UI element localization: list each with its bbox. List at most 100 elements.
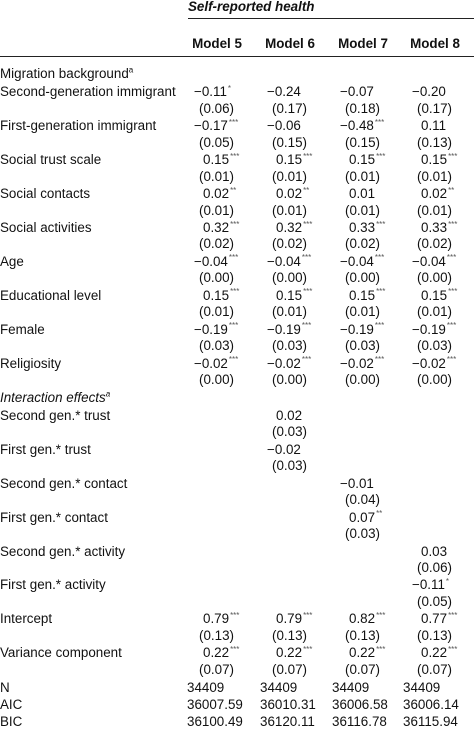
table-row: Educational level 0.15*** 0.15*** 0.15*** 0.… xyxy=(0,287,474,304)
stats-row: BIC 36100.49 36120.11 36116.78 36115.94 xyxy=(0,713,474,730)
significance-stars: *** xyxy=(446,253,457,263)
standard-error-cell: (0.01) xyxy=(345,304,380,320)
estimate-value: 0.02 xyxy=(203,186,230,202)
model-6-header: Model 6 xyxy=(265,36,315,51)
estimate-cell: −0.02 xyxy=(267,441,337,458)
standard-error-cell: (0.13) xyxy=(199,627,234,643)
estimate-value: 0.01 xyxy=(349,186,376,202)
significance-stars: *** xyxy=(376,151,386,161)
standard-error-cell: (0.03) xyxy=(345,526,380,541)
estimate-cell: 0.15*** xyxy=(276,151,346,168)
se-row: (0.00) (0.00) (0.00) (0.00) xyxy=(0,269,474,286)
standard-error-cell: (0.13) xyxy=(272,627,307,643)
estimate-value: −0.19 xyxy=(194,321,228,337)
estimate-value: 0.15 xyxy=(203,287,230,303)
standard-error-cell: (0.02) xyxy=(345,236,380,252)
section-row: Interaction effectsa xyxy=(0,389,474,406)
estimate-value: −0.02 xyxy=(412,355,446,371)
variable-label: Religiosity xyxy=(0,355,62,371)
standard-error-cell: (0.00) xyxy=(272,372,307,387)
estimate-cell: 0.11 xyxy=(421,117,474,134)
significance-stars: *** xyxy=(230,287,240,297)
estimate-value: 0.33 xyxy=(421,220,448,235)
estimate-cell: 0.01 xyxy=(349,185,419,202)
stats-row: AIC 36007.59 36010.31 36006.58 36006.14 xyxy=(0,696,474,713)
table-row: Intercept 0.79*** 0.79*** 0.82*** 0.77*** xyxy=(0,610,474,627)
se-row: (0.01) (0.01) (0.01) (0.01) xyxy=(0,303,474,320)
significance-stars: *** xyxy=(374,321,385,331)
estimate-cell: 0.15*** xyxy=(421,287,474,304)
estimate-cell: 0.22*** xyxy=(349,644,419,661)
estimate-cell: 0.82*** xyxy=(349,610,419,627)
estimate-cell: −0.17*** xyxy=(194,117,264,134)
se-row: (0.05) xyxy=(0,593,474,610)
se-row: (0.02) (0.02) (0.02) (0.02) xyxy=(0,235,474,252)
variable-label: Social contacts xyxy=(0,186,91,202)
group-title: Self-reported health xyxy=(188,0,315,14)
significance-stars: *** xyxy=(303,219,313,229)
significance-stars: *** xyxy=(301,355,312,365)
significance-stars: *** xyxy=(228,117,239,127)
standard-error-cell: (0.07) xyxy=(272,661,307,677)
stat-value: 34409 xyxy=(260,680,298,696)
estimate-cell: 0.33*** xyxy=(349,219,419,236)
estimate-cell: −0.02*** xyxy=(412,355,474,372)
estimate-cell: 0.02 xyxy=(276,407,346,424)
section-label-text: Migration background xyxy=(0,66,129,81)
estimate-cell: −0.24 xyxy=(267,83,337,100)
stat-value: 34409 xyxy=(187,680,225,696)
estimate-cell: 0.22*** xyxy=(421,644,474,661)
significance-stars: *** xyxy=(230,219,240,229)
significance-stars: *** xyxy=(448,644,458,654)
standard-error-cell: (0.05) xyxy=(199,134,234,150)
standard-error-cell: (0.00) xyxy=(199,270,234,286)
estimate-value: −0.04 xyxy=(267,253,301,269)
significance-stars: *** xyxy=(301,321,312,331)
estimate-cell: −0.07 xyxy=(340,83,410,100)
significance-stars: * xyxy=(227,83,232,93)
stat-label: N xyxy=(0,680,10,696)
estimate-cell: 0.15*** xyxy=(349,287,419,304)
standard-error-cell: (0.01) xyxy=(417,202,452,218)
model-5-header: Model 5 xyxy=(192,36,242,51)
estimate-value: 0.22 xyxy=(349,645,376,661)
stat-value: 36120.11 xyxy=(260,714,315,730)
estimate-cell: −0.11* xyxy=(412,576,474,593)
model-8-header: Model 8 xyxy=(410,36,460,51)
standard-error-cell: (0.15) xyxy=(272,134,307,150)
variable-label: Variance component xyxy=(0,645,122,661)
significance-stars: *** xyxy=(303,610,313,620)
standard-error-cell: (0.13) xyxy=(417,134,452,150)
estimate-value: 0.03 xyxy=(421,543,448,559)
standard-error-cell: (0.06) xyxy=(199,100,234,116)
estimate-value: 0.15 xyxy=(421,287,448,303)
estimate-value: 0.32 xyxy=(276,220,303,235)
estimate-cell: 0.07** xyxy=(349,509,419,526)
standard-error-cell: (0.00) xyxy=(345,372,380,387)
table-row: Second gen.* trust 0.02 xyxy=(0,407,474,424)
stats-row: N 34409 34409 34409 34409 xyxy=(0,679,474,696)
header-rule xyxy=(188,18,474,19)
table-row: First-generation immigrant −0.17*** −0.06−… xyxy=(0,117,474,134)
estimate-value: 0.15 xyxy=(203,152,230,168)
standard-error-cell: (0.07) xyxy=(199,661,234,677)
significance-stars: *** xyxy=(230,644,240,654)
significance-stars: *** xyxy=(376,219,386,229)
se-row: (0.03) xyxy=(0,423,474,440)
se-row: (0.13) (0.13) (0.13) (0.13) xyxy=(0,627,474,644)
estimate-cell: 0.79*** xyxy=(203,610,273,627)
stat-value: 36116.78 xyxy=(332,714,387,730)
variable-label: Second-generation immigrant xyxy=(0,84,176,100)
estimate-value: 0.15 xyxy=(276,287,303,303)
estimate-cell: −0.19*** xyxy=(340,321,410,338)
standard-error-cell: (0.15) xyxy=(345,134,380,150)
table-row: Variance component 0.22*** 0.22*** 0.22*** 0… xyxy=(0,644,474,661)
estimate-value: −0.02 xyxy=(267,441,301,457)
table-row: Religiosity −0.02*** −0.02*** −0.02*** −0.02… xyxy=(0,355,474,372)
standard-error-cell: (0.00) xyxy=(417,372,452,387)
se-row: (0.03) xyxy=(0,457,474,474)
variable-label: Second gen.* trust xyxy=(0,407,111,423)
estimate-cell: 0.02** xyxy=(203,185,273,202)
estimate-value: −0.06 xyxy=(267,118,301,134)
estimate-value: −0.11 xyxy=(194,84,227,100)
